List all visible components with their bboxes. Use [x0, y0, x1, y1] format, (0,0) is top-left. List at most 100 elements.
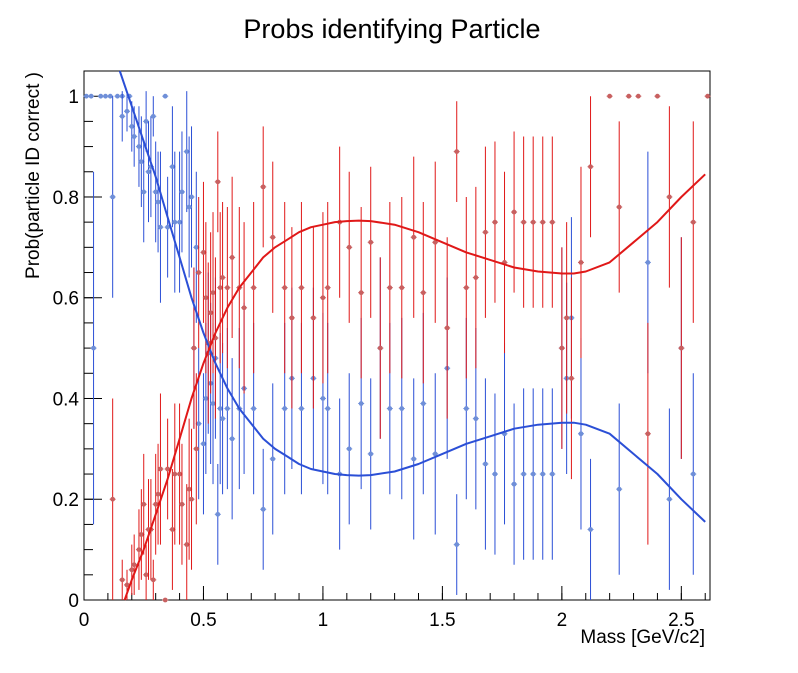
data-point: [186, 486, 192, 492]
data-point: [124, 582, 130, 588]
data-point: [559, 345, 565, 351]
data-point: [588, 164, 593, 170]
data-point: [203, 396, 209, 401]
data-point: [320, 295, 326, 301]
data-point: [483, 229, 488, 235]
data-point: [186, 204, 192, 210]
data-point: [124, 108, 130, 114]
data-point: [107, 93, 113, 99]
data-point: [616, 486, 622, 492]
data-point: [463, 406, 469, 411]
data-point: [387, 285, 393, 291]
data-point: [454, 542, 460, 547]
data-point: [110, 496, 116, 502]
data-point: [655, 93, 660, 99]
data-point: [153, 189, 159, 195]
data-point: [473, 275, 479, 280]
data-point: [690, 219, 696, 225]
data-point: [158, 224, 163, 230]
data-point: [138, 532, 144, 537]
y-tick-label-2: 0.4: [53, 389, 80, 410]
data-point: [377, 345, 383, 351]
data-point: [346, 244, 352, 250]
data-point: [215, 511, 221, 517]
data-point: [299, 285, 304, 291]
data-point: [210, 290, 216, 296]
data-point: [191, 345, 197, 351]
data-point: [260, 506, 266, 512]
data-point: [511, 481, 517, 487]
data-point: [136, 547, 142, 553]
chart-title: Probs identifying Particle: [243, 14, 540, 44]
data-point: [203, 295, 209, 301]
data-point: [320, 396, 326, 401]
data-point: [103, 93, 108, 99]
data-point: [411, 234, 417, 240]
plot-frame: [83, 70, 711, 601]
data-point: [146, 169, 151, 175]
data-point: [193, 446, 199, 452]
data-point: [325, 285, 331, 291]
data-point: [607, 93, 613, 99]
data-point: [162, 597, 168, 603]
data-point: [110, 194, 116, 200]
data-point: [299, 406, 304, 411]
data-point: [564, 315, 570, 321]
data-point: [463, 285, 469, 291]
data-point: [229, 255, 235, 260]
data-point: [88, 93, 94, 99]
data-point: [325, 406, 331, 411]
data-point: [578, 431, 584, 437]
data-point: [215, 179, 221, 185]
data-point: [179, 189, 185, 195]
data-point: [626, 93, 632, 99]
data-point: [282, 285, 288, 291]
data-point: [420, 290, 426, 296]
data-point: [143, 118, 149, 124]
data-point: [136, 144, 142, 149]
data-point: [549, 471, 555, 477]
data-point: [172, 471, 178, 477]
data-point: [368, 451, 374, 457]
series-1: [109, 93, 711, 603]
data-point: [666, 496, 672, 502]
data-point: [521, 219, 527, 225]
data-point: [196, 270, 202, 275]
data-point: [201, 441, 206, 447]
data-point: [83, 93, 89, 99]
data-point: [241, 305, 247, 311]
data-point: [201, 249, 206, 255]
data-point: [224, 285, 230, 291]
data-point: [473, 416, 479, 422]
data-point: [162, 93, 168, 99]
x-tick-label-0: 0: [79, 610, 90, 631]
data-point: [220, 275, 225, 280]
data-point: [143, 572, 149, 578]
data-point: [150, 113, 156, 119]
data-point: [289, 315, 295, 321]
data-point: [399, 285, 405, 291]
data-point: [358, 401, 364, 406]
fit-curve-0: [118, 70, 706, 523]
data-point: [444, 325, 450, 331]
x-tick-label-1: 0.5: [190, 610, 216, 631]
data-point: [521, 471, 527, 477]
data-point: [217, 406, 223, 411]
data-point: [530, 471, 536, 477]
data-point: [432, 451, 438, 457]
data-point: [678, 345, 684, 351]
data-point: [530, 219, 536, 225]
data-point: [177, 219, 182, 225]
data-point: [193, 244, 199, 250]
data-point: [666, 194, 672, 200]
data-point: [492, 471, 498, 477]
data-point: [177, 471, 182, 477]
data-point: [98, 93, 104, 99]
y-tick-label-1: 0.2: [53, 490, 79, 511]
data-point: [91, 345, 96, 351]
x-tick-label-2: 1: [318, 610, 329, 631]
data-point: [220, 416, 225, 422]
fit-curve-1: [123, 173, 706, 601]
data-point: [540, 471, 546, 477]
